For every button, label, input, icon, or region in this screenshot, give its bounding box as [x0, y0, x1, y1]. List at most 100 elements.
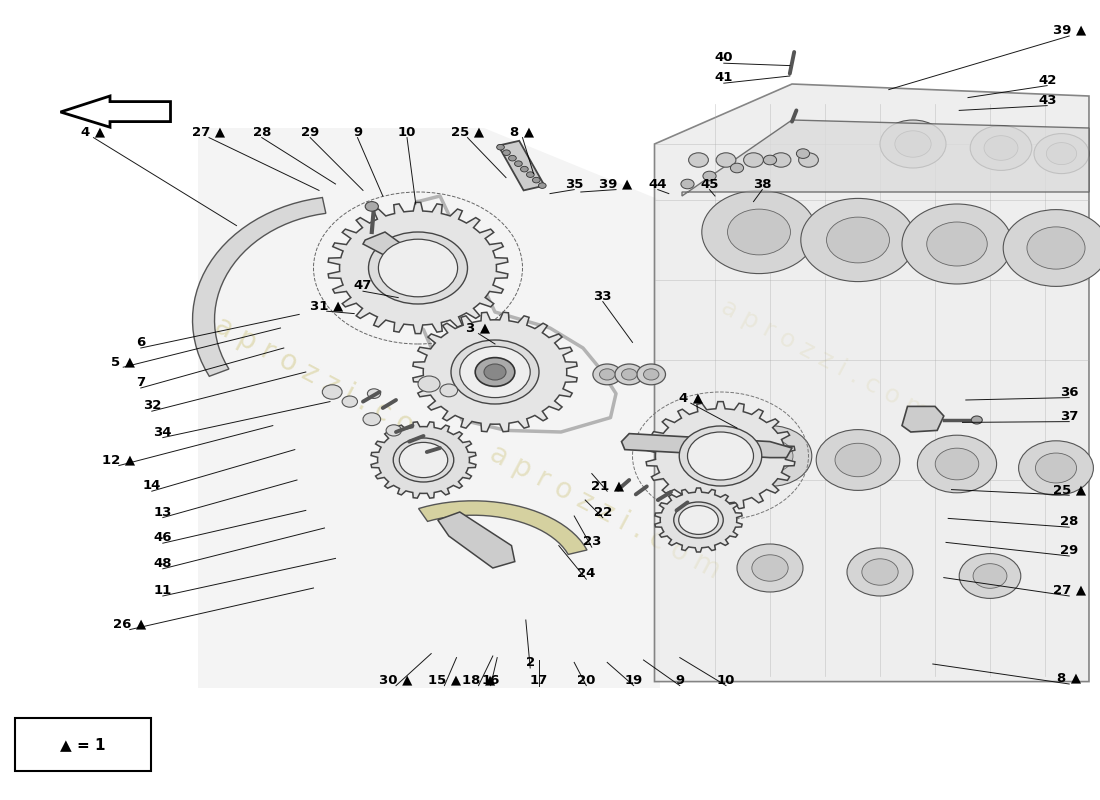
Circle shape [728, 426, 812, 486]
Circle shape [363, 413, 381, 426]
Text: 37: 37 [1060, 410, 1078, 422]
Text: 40: 40 [715, 51, 733, 64]
Text: a p r o z z i . c o m: a p r o z z i . c o m [485, 439, 725, 585]
Text: 5 ▲: 5 ▲ [111, 355, 135, 368]
Circle shape [744, 153, 763, 167]
Text: 29: 29 [1060, 544, 1078, 557]
Text: 3 ▲: 3 ▲ [466, 322, 491, 334]
Circle shape [508, 155, 516, 161]
Polygon shape [328, 202, 508, 334]
Circle shape [460, 346, 530, 398]
Circle shape [799, 153, 818, 167]
Text: 8 ▲: 8 ▲ [1057, 672, 1081, 685]
Text: 6: 6 [136, 336, 145, 349]
Text: 45: 45 [701, 178, 718, 190]
Text: 25 ▲: 25 ▲ [1053, 483, 1086, 496]
Circle shape [688, 432, 754, 480]
Text: 46: 46 [154, 531, 172, 544]
Circle shape [730, 163, 744, 173]
Circle shape [959, 554, 1021, 598]
Circle shape [763, 155, 777, 165]
Text: 13: 13 [154, 506, 172, 518]
Circle shape [917, 435, 997, 493]
Text: 7: 7 [136, 376, 145, 389]
Text: 33: 33 [594, 290, 612, 302]
Circle shape [399, 442, 448, 478]
Text: 9: 9 [353, 126, 362, 138]
Circle shape [935, 448, 979, 480]
Polygon shape [192, 198, 326, 376]
Text: 28: 28 [1060, 515, 1078, 528]
Text: 9: 9 [675, 674, 684, 686]
Circle shape [515, 161, 522, 166]
Circle shape [440, 384, 458, 397]
Circle shape [1003, 210, 1100, 286]
Text: 24: 24 [578, 567, 595, 580]
Text: 38: 38 [754, 178, 771, 190]
Text: 44: 44 [649, 178, 667, 190]
Circle shape [1019, 441, 1093, 495]
Circle shape [644, 369, 659, 380]
Circle shape [816, 430, 900, 490]
FancyBboxPatch shape [15, 718, 151, 771]
Polygon shape [419, 501, 587, 554]
Text: 43: 43 [1038, 94, 1056, 106]
Text: 41: 41 [715, 71, 733, 84]
Circle shape [680, 426, 761, 486]
Circle shape [367, 389, 381, 398]
Circle shape [974, 564, 1006, 588]
Text: 21 ▲: 21 ▲ [591, 479, 624, 492]
Text: ▲ = 1: ▲ = 1 [59, 738, 106, 752]
Polygon shape [621, 434, 792, 458]
Polygon shape [902, 406, 944, 432]
Text: 31 ▲: 31 ▲ [310, 299, 343, 312]
Circle shape [615, 364, 644, 385]
Text: 34: 34 [154, 426, 172, 438]
Text: 29: 29 [301, 126, 319, 138]
Circle shape [771, 153, 791, 167]
Polygon shape [646, 402, 795, 510]
Text: 26 ▲: 26 ▲ [113, 618, 146, 630]
Circle shape [747, 439, 793, 473]
Polygon shape [654, 84, 1089, 682]
Circle shape [801, 198, 915, 282]
Circle shape [702, 190, 816, 274]
Polygon shape [60, 96, 170, 127]
Circle shape [322, 385, 342, 399]
Circle shape [394, 438, 453, 482]
Circle shape [1046, 142, 1077, 165]
Text: 14: 14 [143, 479, 161, 492]
Circle shape [752, 555, 788, 581]
Text: 17: 17 [530, 674, 548, 686]
Circle shape [847, 548, 913, 596]
Circle shape [679, 506, 718, 534]
Circle shape [378, 239, 458, 297]
Circle shape [532, 178, 540, 183]
Text: 19: 19 [625, 674, 642, 686]
Text: 25 ▲: 25 ▲ [451, 126, 484, 138]
Polygon shape [371, 422, 476, 498]
Text: 15 ▲: 15 ▲ [428, 674, 461, 686]
Text: a p r o z z i . c o m: a p r o z z i . c o m [717, 295, 933, 425]
Text: 16: 16 [482, 674, 499, 686]
Circle shape [984, 136, 1018, 160]
Text: 18 ▲: 18 ▲ [462, 674, 495, 686]
Circle shape [703, 171, 716, 181]
Circle shape [796, 149, 810, 158]
Circle shape [737, 544, 803, 592]
Circle shape [862, 559, 899, 586]
Polygon shape [198, 128, 660, 688]
Text: 39 ▲: 39 ▲ [600, 178, 632, 190]
Circle shape [902, 204, 1012, 284]
Text: 32: 32 [143, 399, 161, 412]
Circle shape [673, 502, 724, 538]
Polygon shape [363, 232, 407, 258]
Text: 8 ▲: 8 ▲ [510, 126, 535, 138]
Circle shape [386, 425, 402, 436]
Text: 42: 42 [1038, 74, 1056, 86]
Circle shape [926, 222, 988, 266]
Text: 27 ▲: 27 ▲ [1053, 584, 1086, 597]
Circle shape [1027, 227, 1085, 269]
Circle shape [496, 145, 504, 150]
Text: 12 ▲: 12 ▲ [102, 454, 135, 466]
